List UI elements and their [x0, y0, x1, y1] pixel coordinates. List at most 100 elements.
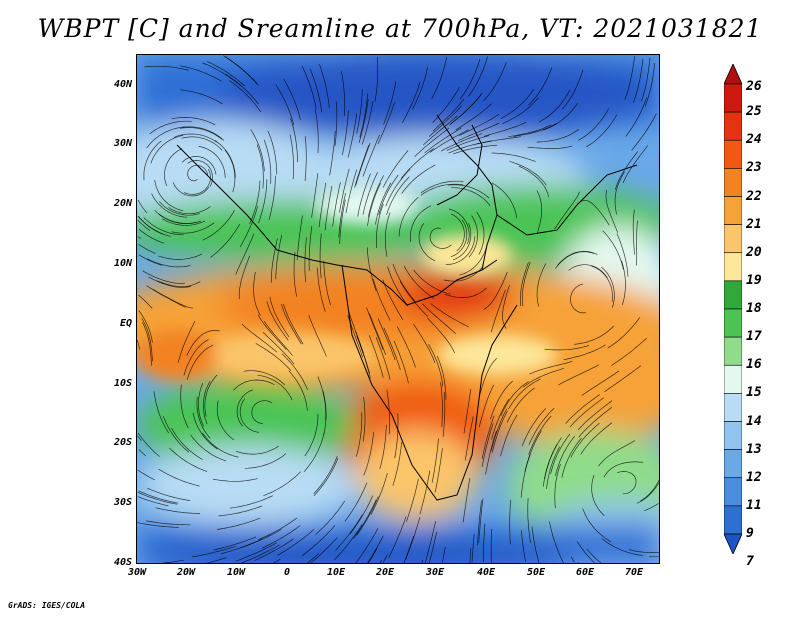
streamline [600, 266, 615, 308]
streamline [558, 364, 599, 386]
streamline [224, 149, 236, 193]
map-title: WBPT [C] and Sreamline at 700hPa, VT: 20… [37, 14, 763, 43]
streamline [383, 81, 397, 125]
streamline [323, 260, 331, 306]
streamline [313, 458, 339, 497]
colorbar-tick-label: 23 [746, 160, 762, 176]
lon-label: 70E [624, 567, 644, 578]
streamline [577, 541, 596, 563]
lon-label: 60E [575, 567, 595, 578]
streamline [353, 499, 377, 539]
streamline [239, 398, 260, 433]
streamline [267, 130, 278, 175]
streamline [561, 437, 582, 478]
streamline [168, 206, 211, 215]
streamline [401, 81, 421, 123]
streamline [448, 208, 470, 245]
streamline [332, 182, 341, 227]
colorbar-segment [724, 308, 742, 338]
streamline [419, 470, 431, 515]
streamline [159, 201, 200, 216]
streamline [158, 468, 200, 487]
streamline [450, 92, 483, 125]
streamline [376, 203, 384, 248]
colorbar-tick-label: 11 [746, 497, 762, 513]
streamline [225, 73, 259, 105]
streamline [549, 521, 564, 563]
streamline [478, 358, 498, 399]
streamline [314, 108, 319, 154]
streamline [377, 318, 396, 361]
streamline [581, 370, 620, 396]
streamline [240, 529, 282, 549]
streamline [586, 114, 618, 148]
streamline [138, 449, 147, 457]
streamline [335, 514, 363, 551]
streamline [367, 175, 384, 218]
colorbar-segment [724, 449, 742, 479]
streamline [192, 546, 236, 558]
streamline [542, 102, 578, 131]
streamline [554, 463, 561, 509]
streamline [306, 553, 319, 563]
streamline [518, 165, 550, 198]
streamline [349, 495, 374, 535]
streamline [491, 152, 536, 162]
streamline [396, 326, 416, 368]
wbpt-shading-detail [137, 187, 557, 380]
streamline [491, 182, 518, 219]
streamline [359, 93, 369, 138]
streamline [144, 65, 189, 71]
streamline [180, 384, 189, 429]
streamline [500, 414, 518, 457]
streamline [229, 495, 273, 509]
streamline [301, 525, 336, 557]
streamline [157, 280, 201, 288]
colorbar-segment [724, 196, 742, 225]
streamline [490, 408, 508, 451]
streamline [257, 374, 293, 401]
streamline [550, 433, 571, 475]
coastlines [176, 114, 638, 501]
streamline [370, 473, 388, 515]
streamline [319, 64, 330, 108]
streamline [155, 507, 201, 514]
streamline [422, 303, 456, 334]
streamline [363, 431, 374, 476]
streamline [240, 544, 280, 563]
streamline [322, 390, 327, 436]
colorbar-segment [724, 83, 742, 113]
streamline [213, 536, 257, 551]
streamline [149, 120, 192, 135]
streamline [485, 430, 497, 475]
streamline [301, 65, 317, 109]
streamline [644, 62, 656, 107]
streamline [263, 471, 301, 497]
streamline [250, 129, 265, 172]
streamline [521, 530, 526, 562]
streamline [186, 330, 220, 356]
streamline [229, 80, 262, 113]
colorbar-tick-label: 7 [746, 554, 754, 570]
streamline [138, 244, 156, 254]
colorbar-tick-label: 17 [746, 329, 762, 345]
streamline [235, 233, 255, 275]
streamline [582, 508, 612, 543]
streamline [379, 424, 387, 470]
streamline [605, 189, 619, 233]
streamline [640, 479, 659, 502]
streamline [452, 223, 472, 261]
streamline [355, 142, 371, 186]
streamline [366, 307, 384, 350]
streamline [138, 294, 153, 309]
streamline [554, 191, 580, 230]
streamline [491, 289, 506, 333]
streamline [489, 380, 513, 420]
streamline [617, 471, 637, 495]
streamline [263, 139, 272, 184]
streamline [607, 317, 641, 349]
colorbar-segment [724, 393, 742, 422]
streamline [206, 557, 227, 563]
streamline [202, 432, 239, 458]
streamline [598, 440, 636, 467]
